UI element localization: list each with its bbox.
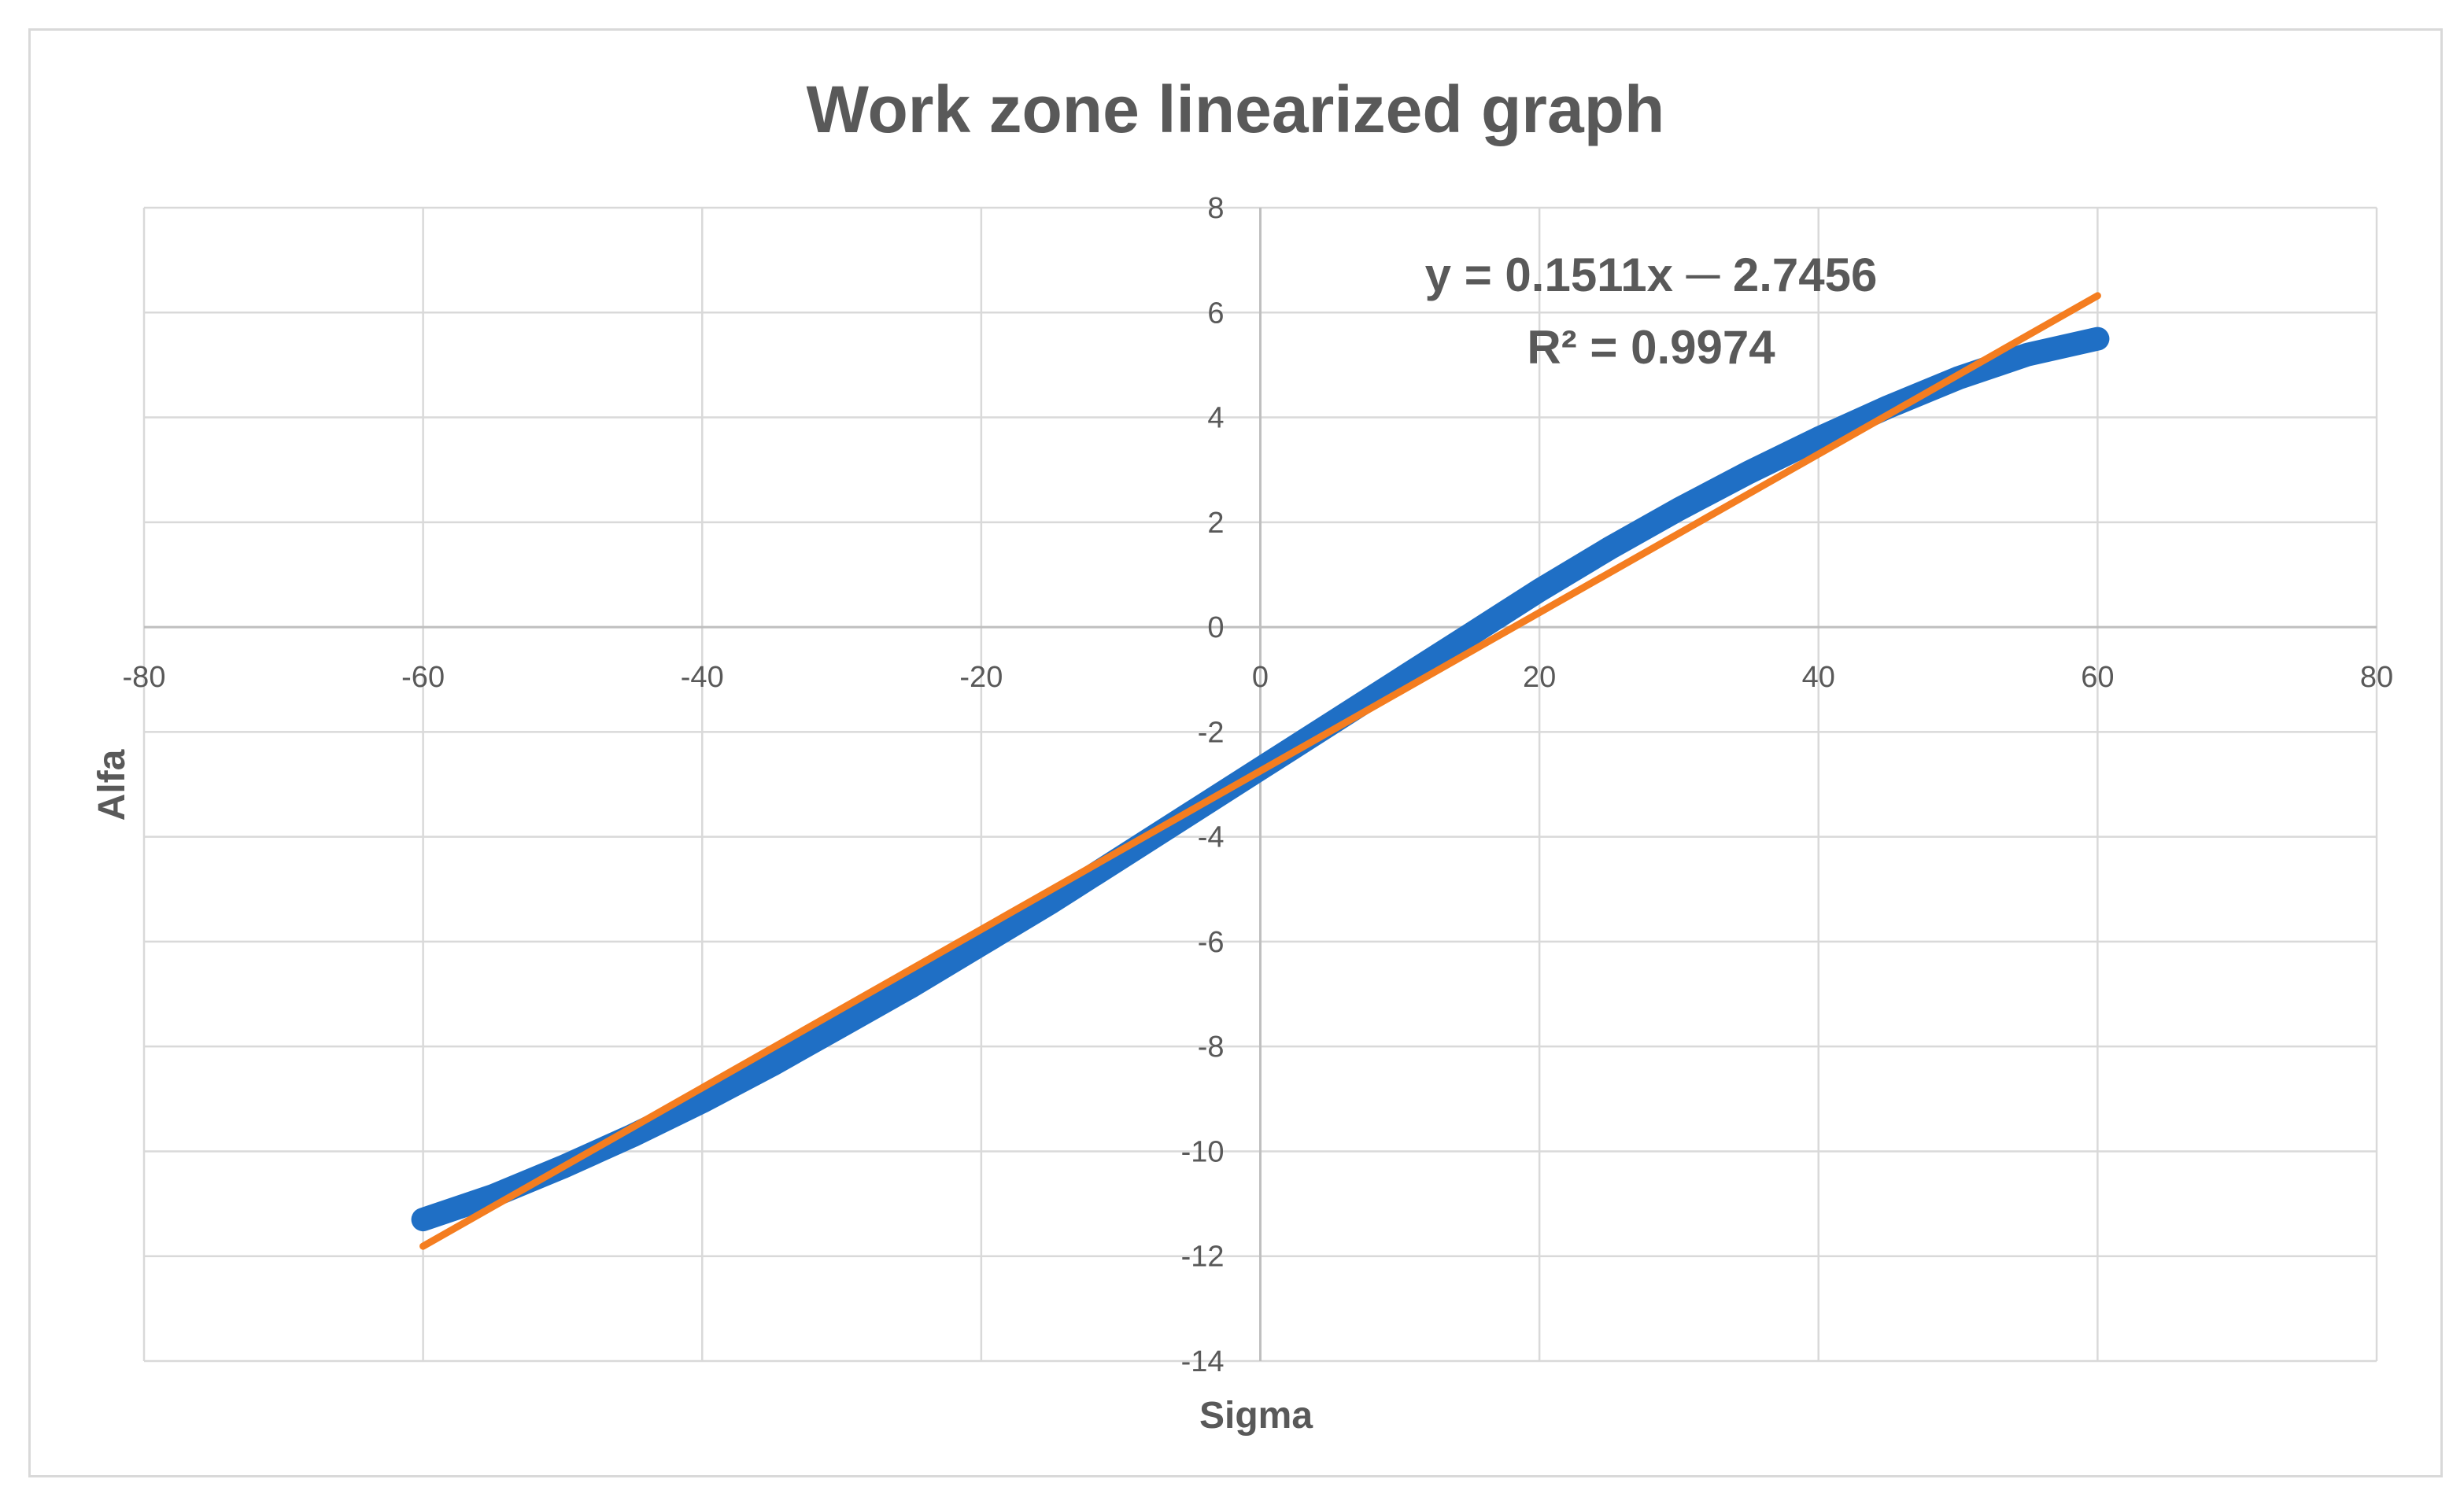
y-tick-label: 0 — [1207, 611, 1224, 644]
x-tick-label: 40 — [1802, 661, 1835, 694]
x-tick-label: 80 — [2360, 661, 2393, 694]
series — [411, 292, 2110, 1250]
y-tick-label: -10 — [1181, 1135, 1225, 1168]
x-tick-labels: -80 -60 -40 -20 0 20 40 60 80 — [123, 661, 2394, 694]
y-tick-label: -8 — [1198, 1031, 1225, 1064]
y-tick-label: 4 — [1207, 402, 1224, 435]
y-tick-label: -12 — [1181, 1241, 1225, 1274]
r-squared-label: R² = 0.9974 — [1527, 321, 1775, 374]
y-tick-label: -2 — [1198, 716, 1225, 749]
x-tick-label: 60 — [2081, 661, 2114, 694]
x-tick-label: -40 — [681, 661, 724, 694]
chart-title: Work zone linearized graph — [807, 72, 1665, 146]
x-tick-label: 0 — [1252, 661, 1269, 694]
y-tick-label: 6 — [1207, 297, 1224, 330]
y-tick-label: -4 — [1198, 821, 1225, 854]
x-axis-title: Sigma — [1199, 1395, 1313, 1437]
x-tick-label: -60 — [401, 661, 445, 694]
trendline-equation: y = 0.1511x ─ 2.7456 — [1425, 249, 1878, 301]
chart-area — [28, 28, 2443, 1477]
y-axis-title: Alfa — [91, 749, 133, 821]
y-tick-label: 2 — [1207, 507, 1224, 540]
x-tick-label: -20 — [959, 661, 1003, 694]
y-tick-label: -6 — [1198, 926, 1225, 959]
y-tick-label: 8 — [1207, 192, 1224, 225]
y-tick-labels: -14 -12 -10 -8 -6 -4 -2 0 2 4 6 8 — [1181, 192, 1225, 1378]
axes — [144, 208, 2377, 1361]
y-tick-label: -14 — [1181, 1345, 1225, 1378]
trendline — [419, 292, 2101, 1250]
x-tick-label: 20 — [1523, 661, 1556, 694]
x-tick-label: -80 — [123, 661, 166, 694]
